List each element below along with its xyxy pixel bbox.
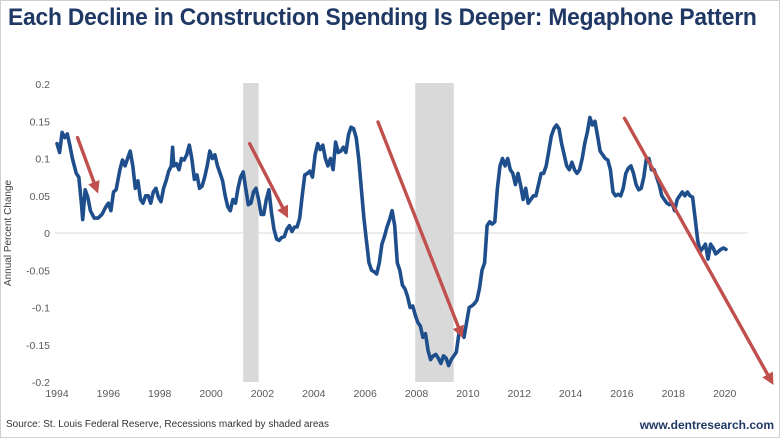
y-axis-label: Annual Percent Change [3, 179, 14, 286]
y-tick-label: 0.05 [30, 191, 51, 203]
x-tick-label: 2018 [662, 388, 686, 400]
arrow-decline-2019-projection [622, 116, 774, 385]
arrow-head [762, 371, 774, 385]
arrow-shaft [376, 120, 461, 329]
y-tick-label: -0.15 [26, 340, 50, 352]
x-tick-label: 2006 [353, 388, 377, 400]
x-tick-label: 1994 [45, 388, 69, 400]
arrow-decline-1994 [75, 135, 100, 194]
x-tick-label: 2012 [508, 388, 532, 400]
source-note: Source: St. Louis Federal Reserve, Reces… [6, 419, 329, 430]
arrow-head [277, 204, 289, 219]
arrow-head [452, 324, 464, 339]
arrow-shaft [75, 135, 96, 184]
y-tick-label: -0.05 [26, 265, 50, 277]
x-tick-label: 1998 [148, 388, 172, 400]
y-tick-label: -0.1 [32, 303, 50, 315]
x-tick-label: 2010 [456, 388, 480, 400]
arrow-decline-2008 [376, 120, 464, 339]
arrow-decline-2002 [247, 141, 289, 219]
arrow-shaft [622, 116, 770, 377]
x-tick-label: 1996 [97, 388, 121, 400]
y-tick-label: 0 [44, 228, 50, 240]
chart-title: Each Decline in Construction Spending Is… [8, 4, 757, 31]
x-axis-ticks: 1994 1996 1998 2000 2002 2004 2006 2008 2010 2012… [45, 388, 736, 400]
x-tick-label: 2014 [559, 388, 583, 400]
y-tick-label: 0.2 [35, 79, 50, 91]
x-tick-label: 2004 [302, 388, 326, 400]
y-tick-label: 0.15 [30, 116, 51, 128]
website-credit[interactable]: www.dentresearch.com [639, 418, 774, 432]
y-axis-ticks: 0.2 0.15 0.1 0.05 0 -0.05 -0.1 -0.15 -0.2 [26, 79, 50, 389]
x-tick-label: 2020 [713, 388, 737, 400]
arrow-shaft [247, 141, 285, 210]
x-tick-label: 2016 [610, 388, 634, 400]
y-tick-label: -0.2 [32, 377, 50, 389]
series-line-construction-spending [55, 115, 728, 368]
arrow-head [88, 180, 100, 194]
x-tick-label: 2008 [405, 388, 429, 400]
x-tick-label: 2002 [251, 388, 275, 400]
annotation-arrows-group [75, 116, 774, 385]
x-tick-label: 2000 [199, 388, 223, 400]
y-tick-label: 0.1 [35, 154, 50, 166]
